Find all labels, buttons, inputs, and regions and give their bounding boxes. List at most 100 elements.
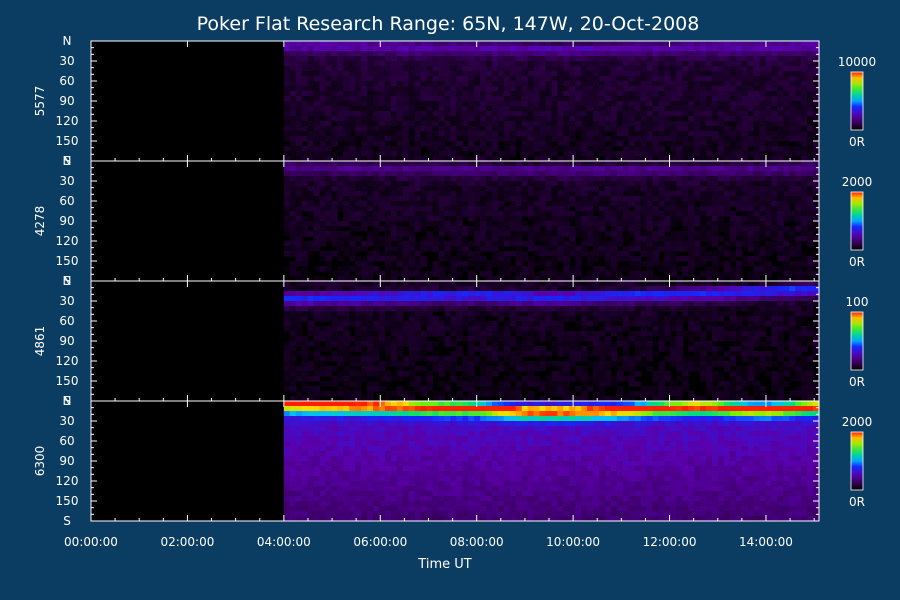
heatmap-cell bbox=[783, 201, 790, 207]
heatmap-cell bbox=[807, 86, 814, 92]
heatmap-cell bbox=[373, 281, 380, 287]
heatmap-cell bbox=[313, 116, 321, 122]
heatmap-cell bbox=[765, 156, 773, 162]
heatmap-cell bbox=[527, 371, 535, 377]
heatmap-cell bbox=[539, 76, 547, 82]
heatmap-cell bbox=[729, 126, 737, 132]
heatmap-cell bbox=[515, 81, 523, 87]
heatmap-cell bbox=[729, 41, 737, 47]
heatmap-cell bbox=[486, 381, 493, 387]
heatmap-cell bbox=[753, 91, 761, 97]
heatmap-cell bbox=[373, 381, 380, 387]
heatmap-cell bbox=[396, 226, 404, 232]
heatmap-cell bbox=[515, 61, 523, 67]
heatmap-cell bbox=[486, 356, 493, 362]
heatmap-cell bbox=[313, 186, 321, 192]
heatmap-cell bbox=[658, 66, 665, 72]
heatmap-cell bbox=[450, 271, 457, 277]
heatmap-cell bbox=[373, 231, 380, 237]
heatmap-cell bbox=[331, 91, 338, 97]
heatmap-cell bbox=[533, 61, 541, 67]
heatmap-cell bbox=[313, 41, 321, 47]
heatmap-cell bbox=[486, 156, 493, 162]
heatmap-cell bbox=[658, 156, 665, 162]
heatmap-cell bbox=[384, 266, 392, 272]
heatmap-cell bbox=[396, 301, 404, 307]
heatmap-cell bbox=[497, 186, 505, 192]
heatmap-cell bbox=[676, 231, 683, 237]
heatmap-cell bbox=[468, 386, 475, 392]
heatmap-cell bbox=[295, 106, 303, 112]
heatmap-cell bbox=[283, 376, 291, 382]
heatmap-cell bbox=[717, 136, 725, 142]
heatmap-cell bbox=[640, 61, 648, 67]
heatmap-cell bbox=[378, 156, 386, 162]
heatmap-cell bbox=[331, 191, 338, 197]
heatmap-cell bbox=[468, 316, 475, 322]
heatmap-cell bbox=[741, 236, 749, 242]
heatmap-cell bbox=[622, 56, 630, 62]
heatmap-cell bbox=[361, 311, 368, 317]
heatmap-cell bbox=[444, 291, 451, 297]
heatmap-cell bbox=[765, 246, 773, 252]
heatmap-cell bbox=[717, 56, 725, 62]
heatmap-cell bbox=[432, 161, 440, 167]
heatmap-cell bbox=[396, 386, 404, 392]
heatmap-cell bbox=[676, 151, 683, 157]
heatmap-cell bbox=[390, 61, 398, 67]
heatmap-cell bbox=[491, 386, 499, 392]
heatmap-cell bbox=[735, 46, 743, 52]
heatmap-cell bbox=[801, 261, 808, 267]
heatmap-cell bbox=[355, 171, 362, 177]
heatmap-cell bbox=[610, 101, 618, 107]
heatmap-cell bbox=[640, 156, 648, 162]
heatmap-cell bbox=[765, 136, 773, 142]
heatmap-cell bbox=[676, 96, 683, 102]
heatmap-cell bbox=[420, 171, 428, 177]
heatmap-cell bbox=[723, 221, 731, 227]
heatmap-cell bbox=[658, 91, 665, 97]
heatmap-cell bbox=[367, 101, 374, 107]
heatmap-cell bbox=[509, 291, 517, 297]
heatmap-cell bbox=[414, 76, 422, 82]
heatmap-cell bbox=[759, 161, 767, 167]
heatmap-cell bbox=[527, 391, 535, 397]
heatmap-cell bbox=[319, 196, 327, 202]
heatmap-cell bbox=[729, 236, 737, 242]
heatmap-cell bbox=[307, 116, 315, 122]
heatmap-cell bbox=[355, 56, 362, 62]
heatmap-cell bbox=[587, 66, 594, 72]
heatmap-cell bbox=[468, 191, 475, 197]
heatmap-cell bbox=[307, 71, 315, 77]
heatmap-cell bbox=[813, 211, 820, 217]
heatmap-cell bbox=[390, 291, 398, 297]
heatmap-cell bbox=[563, 131, 570, 137]
heatmap-cell bbox=[581, 206, 588, 212]
heatmap-cell bbox=[337, 386, 344, 392]
heatmap-cell bbox=[711, 116, 719, 122]
heatmap-cell bbox=[610, 216, 618, 222]
heatmap-cell bbox=[468, 91, 475, 97]
heatmap-cell bbox=[367, 66, 374, 72]
heatmap-cell bbox=[527, 366, 535, 372]
heatmap-cell bbox=[551, 46, 558, 52]
heatmap-cell bbox=[480, 106, 487, 112]
heatmap-cells bbox=[283, 161, 820, 282]
heatmap-cell bbox=[295, 201, 303, 207]
heatmap-cell bbox=[682, 171, 689, 177]
heatmap-cell bbox=[628, 166, 636, 172]
heatmap-cell bbox=[771, 51, 778, 57]
heatmap-cell bbox=[420, 61, 428, 67]
heatmap-cell bbox=[527, 226, 535, 232]
heatmap-cell bbox=[343, 386, 350, 392]
heatmap-cell bbox=[575, 81, 582, 87]
heatmap-cell bbox=[759, 91, 767, 97]
heatmap-cell bbox=[658, 141, 665, 147]
heatmap-cell bbox=[575, 116, 582, 122]
heatmap-cell bbox=[355, 51, 362, 57]
heatmap-cell bbox=[616, 266, 624, 272]
heatmap-cell bbox=[373, 201, 380, 207]
heatmap-cell bbox=[593, 41, 600, 47]
heatmap-cell bbox=[307, 101, 315, 107]
heatmap-cell bbox=[426, 231, 434, 237]
